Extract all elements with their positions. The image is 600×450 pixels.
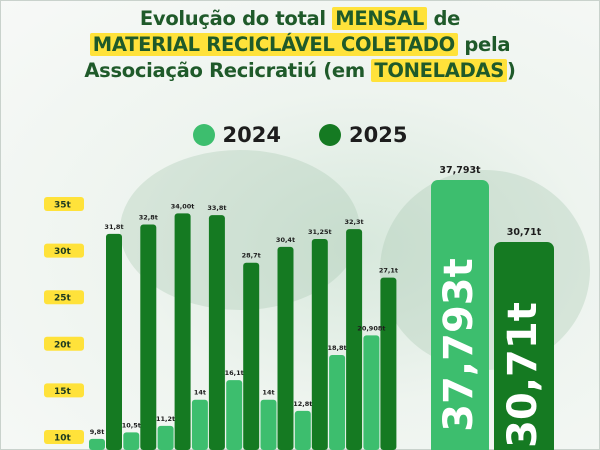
total-bar-2025 [494, 242, 554, 450]
legend-label-2024: 2024 [222, 123, 281, 147]
y-tick-label: 25t [54, 294, 72, 304]
chart-title: Evolução do total MENSAL de MATERIAL REC… [0, 6, 600, 84]
bar-2024 [157, 425, 174, 450]
total-big-label-2025: 30,71t [500, 302, 546, 448]
title-text: pela [457, 33, 511, 56]
title-line-1: Evolução do total MENSAL de [0, 6, 600, 32]
title-highlight: MENSAL [332, 7, 428, 30]
data-label-2024: 11,2t [156, 415, 175, 423]
legend-swatch-2024 [192, 124, 215, 146]
bar-2024 [294, 410, 311, 450]
data-label-2025: 34,00t [171, 202, 195, 210]
bar-2024 [363, 335, 380, 450]
bar-2025 [380, 277, 397, 450]
bar-2025 [243, 262, 260, 450]
data-label-2024: 16,1t [225, 369, 244, 377]
bar-2025 [174, 213, 191, 450]
y-tick-pill [44, 290, 84, 305]
bar-2025 [208, 215, 225, 450]
title-line-3: Associação Recicratiú (em TONELADAS) [0, 58, 600, 84]
bar-2024 [329, 354, 346, 450]
bar-2024 [260, 399, 277, 450]
title-highlight: TONELADAS [371, 59, 507, 82]
bar-2025 [277, 246, 294, 450]
total-bar-2024 [431, 180, 489, 450]
total-big-label-2024: 37,793t [436, 258, 482, 431]
legend-item-2025: 2025 [319, 123, 407, 147]
data-label-2024: 20,908t [357, 324, 385, 332]
data-label-2024: 10,5t [122, 421, 141, 429]
y-tick-pill [44, 336, 84, 351]
bar-2025 [346, 229, 363, 450]
title-text: Evolução do total [139, 7, 333, 30]
legend-item-2024: 2024 [192, 123, 281, 147]
bar-2025 [106, 233, 122, 450]
data-label-2025: 33,8t [207, 204, 226, 212]
y-tick-label: 10t [54, 434, 72, 444]
data-label-2025: 28,7t [242, 252, 261, 260]
bar-2024 [191, 399, 208, 450]
y-tick-pill [44, 430, 84, 444]
title-text: de [427, 7, 461, 30]
data-label-2025: 32,8t [139, 214, 158, 222]
data-label-2025: 30,4t [276, 236, 295, 244]
y-tick-label: 35t [54, 201, 72, 211]
data-label-2024: 12,8t [293, 400, 312, 408]
y-tick-pill [44, 197, 84, 211]
data-label-2025: 31,25t [308, 228, 332, 236]
total-label-2024: 37,793t [439, 165, 481, 176]
y-tick-label: 15t [54, 387, 72, 397]
y-tick-label: 20t [54, 340, 72, 350]
data-label-2025: 32,3t [345, 218, 364, 226]
data-label-2025: 27,1t [379, 267, 398, 275]
y-tick-label: 30t [54, 247, 72, 257]
title-line-2: MATERIAL RECICLÁVEL COLETADO pela [0, 32, 600, 58]
bar-2024 [226, 380, 243, 450]
data-label-2024: 14t [194, 389, 206, 397]
title-text: Associação Recicratiú (em [84, 59, 372, 82]
bar-2025 [311, 238, 328, 450]
title-text: ) [507, 59, 516, 82]
data-label-2025: 31,8t [104, 223, 123, 231]
data-label-2024: 18,8t [328, 344, 347, 352]
bar-2025 [140, 224, 157, 450]
bar-2024 [123, 432, 140, 450]
data-label-2024: 9,8t [90, 428, 105, 436]
y-tick-pill [44, 243, 84, 258]
legend-swatch-2025 [319, 124, 341, 146]
y-tick-pill [44, 383, 84, 398]
data-label-2024: 14t [262, 389, 274, 397]
chart-legend: 2024 2025 [0, 120, 600, 150]
bar-2024 [89, 438, 105, 450]
title-highlight: MATERIAL RECICLÁVEL COLETADO [89, 33, 458, 56]
total-label-2025: 30,71t [507, 227, 542, 238]
legend-label-2025: 2025 [349, 123, 408, 147]
